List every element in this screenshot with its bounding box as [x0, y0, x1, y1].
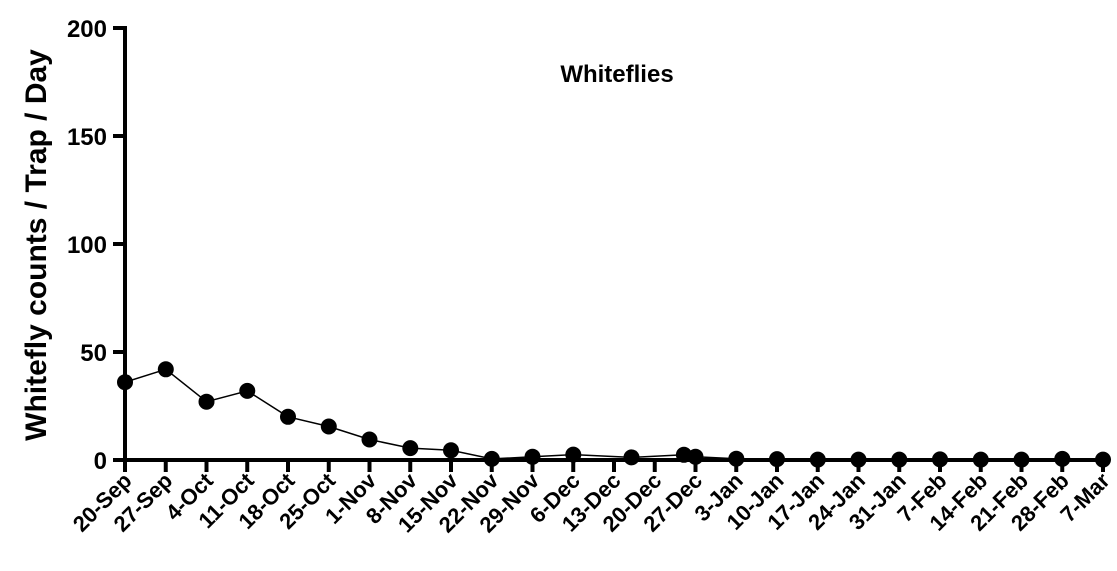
data-point: [198, 393, 215, 410]
y-tick-label: 200: [67, 16, 107, 43]
data-point: [1095, 451, 1111, 468]
y-axis-title: Whitefly counts / Trap / Day: [20, 49, 53, 441]
chart-title: Whiteflies: [560, 61, 673, 88]
data-point: [280, 408, 296, 425]
y-axis-ticks: 0 50 100 150 200: [67, 16, 125, 475]
series-line: [124, 368, 1104, 461]
data-point: [443, 442, 459, 459]
y-tick-label: 100: [67, 232, 107, 259]
data-point: [687, 448, 704, 465]
data-point: [239, 382, 256, 399]
data-point: [565, 446, 582, 463]
data-point: [361, 431, 378, 448]
data-point: [769, 451, 785, 468]
data-point: [728, 450, 745, 467]
x-axis-ticks: 20-Sep27-Sep4-Oct11-Oct18-Oct25-Oct1-Nov…: [68, 460, 1115, 537]
plot-area: [117, 361, 1111, 468]
data-point: [483, 450, 500, 467]
y-tick-label: 150: [67, 124, 107, 151]
data-point: [932, 451, 948, 468]
data-point: [117, 374, 133, 391]
data-point: [1054, 450, 1071, 467]
data-point: [524, 448, 541, 465]
data-point: [623, 449, 640, 466]
data-point: [320, 418, 337, 435]
data-point: [809, 451, 826, 468]
data-point: [850, 451, 867, 468]
y-tick-label: 50: [80, 340, 107, 367]
data-point: [891, 451, 908, 468]
data-point: [972, 451, 989, 468]
data-point: [1013, 451, 1030, 468]
data-point: [157, 361, 174, 378]
data-point: [402, 440, 419, 457]
y-tick-label: 0: [94, 448, 107, 475]
